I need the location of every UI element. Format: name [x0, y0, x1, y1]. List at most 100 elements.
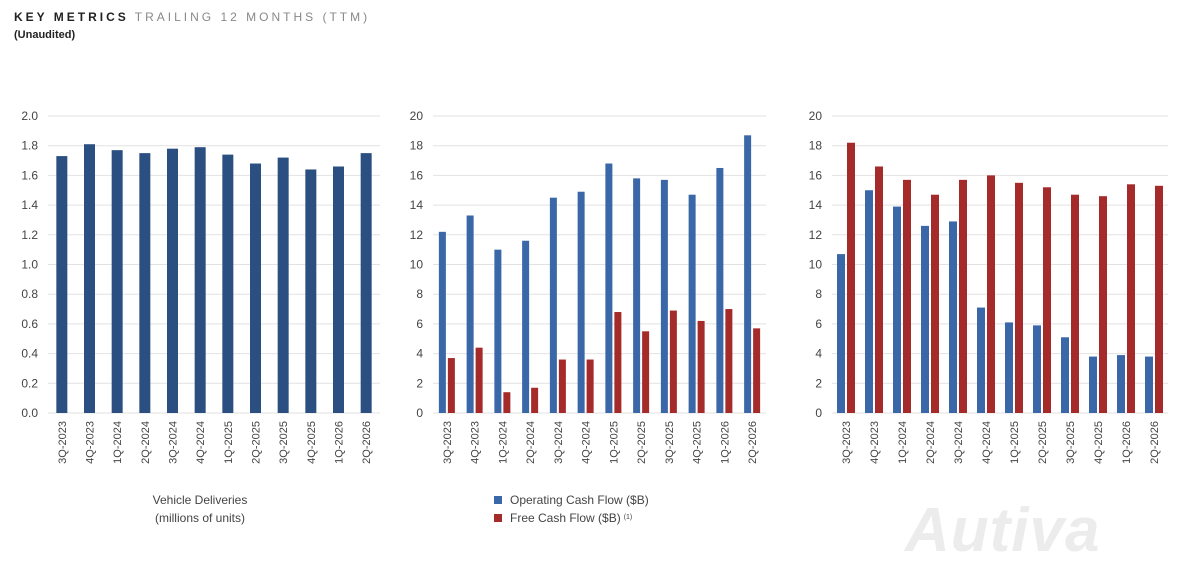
chart3-bar: [949, 221, 957, 413]
chart3-xtick-label: 2Q-2026: [1149, 421, 1161, 464]
chart2-bar: [447, 358, 455, 413]
chart3-ytick-label: 16: [809, 168, 823, 182]
chart1-ytick-label: 0.8: [21, 287, 38, 301]
chart2-xtick-label: 1Q-2026: [719, 421, 731, 464]
chart2-bar: [716, 167, 724, 413]
chart3-bar: [847, 142, 855, 414]
chart1-ytick-label: 0.0: [21, 406, 38, 420]
chart3-bar: [1127, 184, 1135, 413]
chart3-xtick-label: 2Q-2025: [1037, 421, 1049, 464]
chart2-bar: [753, 328, 761, 413]
chart2-xtick-label: 3Q-2023: [442, 421, 454, 464]
chart2-bar: [744, 135, 752, 413]
chart1-xtick-label: 3Q-2024: [168, 421, 180, 464]
chart2-bar: [669, 310, 677, 413]
chart2-xtick-label: 2Q-2025: [636, 421, 648, 464]
chart2-bar: [633, 178, 641, 413]
chart3-xtick-label: 3Q-2023: [841, 421, 853, 464]
chart1-ytick-label: 1.8: [21, 139, 38, 153]
chart2-ytick-label: 12: [410, 228, 424, 242]
chart3-ytick-label: 2: [815, 376, 822, 390]
chart2-ytick-label: 0: [416, 406, 423, 420]
chart1-bar: [305, 169, 317, 413]
watermark-logo: Autiva: [905, 496, 1101, 565]
legend-swatch-red: [494, 514, 502, 522]
chart2-ytick-label: 4: [416, 347, 423, 361]
chart2-bar: [697, 320, 705, 413]
chart3-bar: [921, 225, 929, 413]
chart1-caption: Vehicle Deliveries (millions of units): [95, 491, 305, 527]
chart1-bar: [56, 156, 68, 413]
chart3-bar: [977, 307, 985, 413]
legend-item-operating-cash-flow: Operating Cash Flow ($B): [494, 491, 649, 509]
chart2-bar: [558, 359, 566, 413]
chart1-xtick-label: 2Q-2026: [361, 421, 373, 464]
chart3-bar: [865, 190, 873, 413]
chart3-ytick-label: 0: [815, 406, 822, 420]
chart1-xtick-label: 4Q-2024: [195, 421, 207, 464]
chart3-bar: [987, 175, 995, 413]
page-subtitle: (Unaudited): [14, 29, 76, 41]
chart3-bar: [1145, 356, 1153, 413]
chart2-bar: [475, 347, 483, 413]
chart1-xtick-label: 1Q-2025: [223, 421, 235, 464]
chart3-bar: [1099, 196, 1107, 413]
chart2-bar: [642, 331, 650, 413]
chart1-bar: [277, 157, 289, 413]
chart2-bar: [660, 179, 668, 413]
chart2-bar: [494, 249, 502, 413]
chart2-ytick-label: 18: [410, 139, 424, 153]
chart3-bar: [837, 254, 845, 413]
chart3-ytick-label: 10: [809, 258, 823, 272]
chart3-ytick-label: 6: [815, 317, 822, 331]
chart2-legend: Operating Cash Flow ($B) Free Cash Flow …: [494, 491, 649, 527]
chart1-bar: [111, 150, 123, 413]
chart3-xtick-label: 1Q-2025: [1009, 421, 1021, 464]
chart3-ytick-label: 18: [809, 139, 823, 153]
chart2-xtick-label: 2Q-2026: [747, 421, 759, 464]
chart1-xtick-label: 1Q-2024: [112, 421, 124, 464]
chart1-xtick-label: 4Q-2023: [85, 421, 97, 464]
chart2-xtick-label: 4Q-2023: [470, 421, 482, 464]
legend-label-operating-cash-flow: Operating Cash Flow ($B): [510, 493, 649, 507]
chart2-xtick-label: 4Q-2025: [692, 421, 704, 464]
chart3-bar: [1071, 194, 1079, 413]
chart1-bar: [222, 154, 234, 414]
chart2-bar: [577, 191, 585, 413]
chart1-ytick-label: 0.6: [21, 317, 38, 331]
chart2-bar: [522, 240, 530, 413]
chart2-ytick-label: 20: [410, 109, 424, 123]
chart3-bar: [893, 206, 901, 413]
chart2-bar: [614, 312, 622, 413]
chart1-bar: [84, 144, 95, 413]
chart1-ytick-label: 1.6: [21, 168, 38, 182]
chart1-ytick-label: 1.2: [21, 228, 38, 242]
chart2-xtick-label: 3Q-2024: [553, 421, 565, 464]
legend-footnote-marker: (1): [623, 514, 633, 521]
chart2-xtick-label: 1Q-2025: [608, 421, 620, 464]
chart1-ytick-label: 0.4: [21, 347, 38, 361]
chart2-ytick-label: 6: [416, 317, 423, 331]
legend-label-free-cash-flow: Free Cash Flow ($B): [510, 511, 621, 525]
legend-swatch-blue: [494, 496, 502, 504]
chart3-bar: [1061, 337, 1069, 413]
chart1-bar: [250, 163, 261, 413]
chart2-bar: [438, 231, 446, 413]
chart2-ytick-label: 14: [410, 198, 424, 212]
chart2-ytick-label: 2: [416, 376, 423, 390]
chart2-bar: [605, 163, 613, 413]
chart2-xtick-label: 2Q-2024: [525, 421, 537, 464]
chart1-xtick-label: 2Q-2025: [251, 421, 263, 464]
chart1-bar: [194, 147, 206, 413]
chart3-xtick-label: 3Q-2024: [953, 421, 965, 464]
title-light: TRAILING 12 MONTHS (TTM): [134, 10, 371, 24]
chart2-ytick-label: 16: [410, 168, 424, 182]
chart1-xtick-label: 3Q-2023: [57, 421, 69, 464]
chart1-xtick-label: 3Q-2025: [278, 421, 290, 464]
chart2-xtick-label: 1Q-2024: [497, 421, 509, 464]
chart1-xtick-label: 1Q-2026: [334, 421, 346, 464]
chart1-ytick-label: 1.4: [21, 198, 38, 212]
chart3-bar: [875, 166, 883, 413]
chart3-xtick-label: 4Q-2024: [981, 421, 993, 464]
